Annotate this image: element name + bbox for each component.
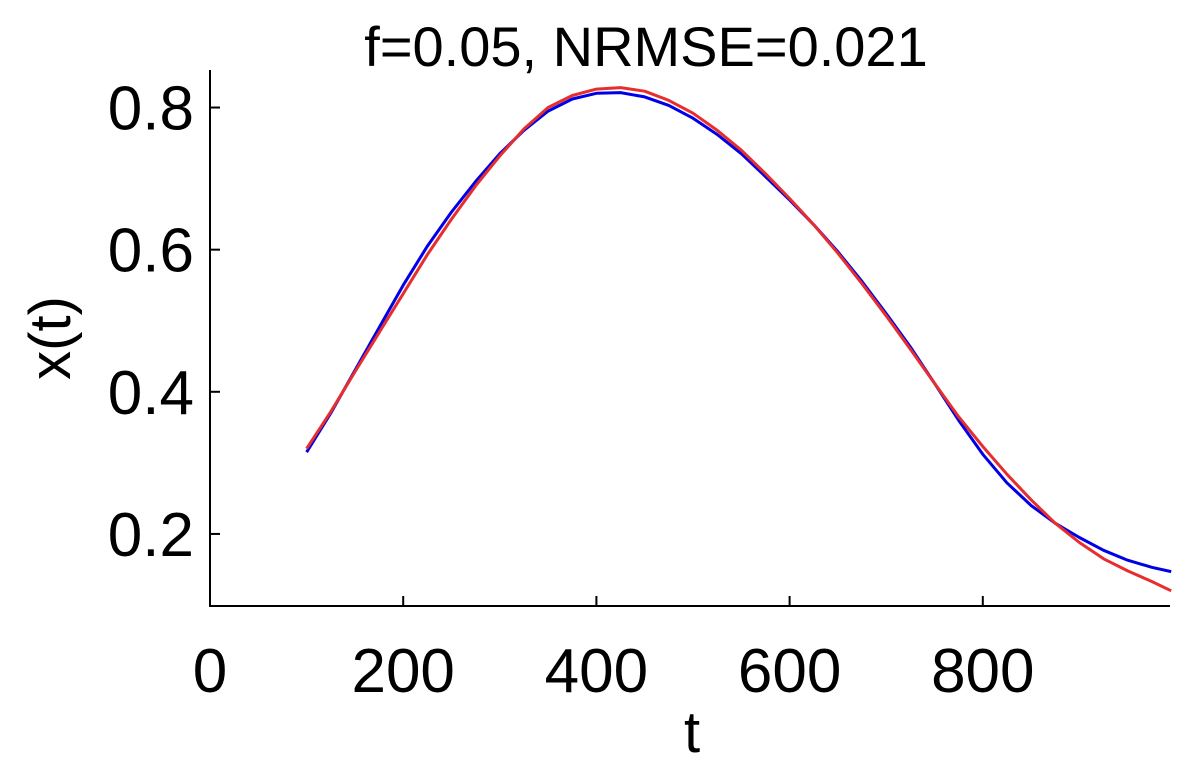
- x-ticks: 0 200 400 600 800: [193, 596, 1035, 706]
- y-tick-label: 0.8: [108, 75, 194, 144]
- x-tick-label: 600: [738, 637, 841, 706]
- x-axis-label: t: [684, 700, 700, 765]
- series-line-1: [305, 91, 1172, 574]
- y-tick-label: 0.4: [108, 359, 194, 428]
- y-tick-label: 0.6: [108, 217, 194, 286]
- y-axis-label: x(t): [18, 296, 83, 380]
- x-tick-label: 400: [545, 637, 648, 706]
- y-tick-label: 0.2: [108, 501, 194, 570]
- series-line-2: [305, 86, 1172, 593]
- axes: [209, 70, 1170, 607]
- x-tick-label: 0: [193, 637, 227, 706]
- chart-title: f=0.05, NRMSE=0.021: [364, 15, 927, 78]
- x-tick-label: 800: [931, 637, 1034, 706]
- y-ticks: 0.2 0.4 0.6 0.8: [108, 75, 220, 570]
- plot-lines: [305, 86, 1172, 593]
- x-tick-label: 200: [351, 637, 454, 706]
